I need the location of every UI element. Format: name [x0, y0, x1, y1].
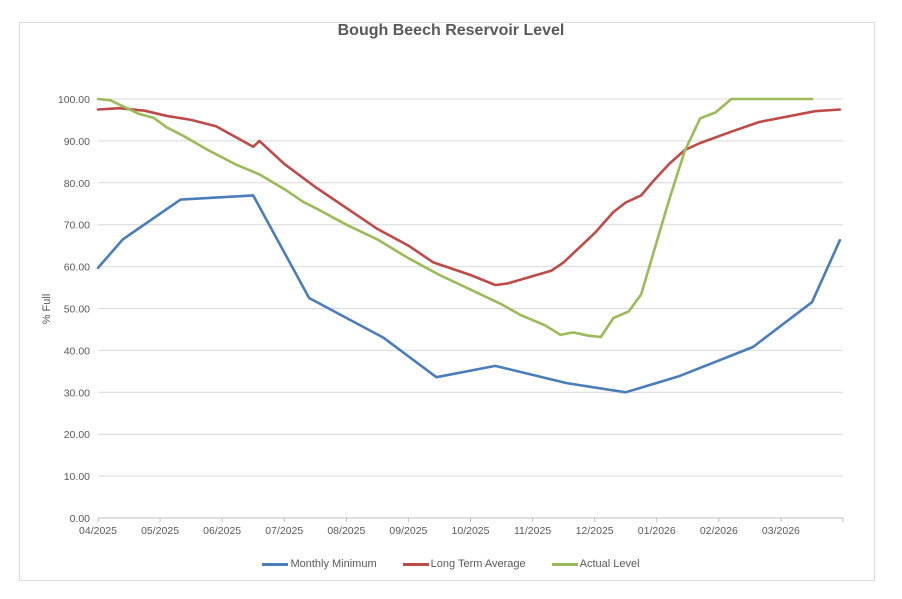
- y-tick-label: 0.00: [70, 513, 91, 525]
- y-tick-label: 20.00: [64, 429, 90, 441]
- x-tick-label: 09/2025: [389, 525, 427, 537]
- legend-label: Actual Level: [579, 558, 640, 570]
- x-tick-label: 05/2025: [141, 525, 179, 537]
- x-axis: 04/2025 05/2025 06/2025 07/2025 08/2025 09/20…: [79, 517, 844, 537]
- y-tick-label: 70.00: [64, 220, 90, 232]
- x-tick-label: 03/2026: [762, 525, 800, 537]
- chart-title: Bough Beech Reservoir Level: [337, 22, 565, 39]
- legend-label: Long Term Average: [430, 558, 526, 570]
- legend-swatch-icon: [262, 562, 289, 566]
- legend-swatch-icon: [551, 562, 578, 566]
- x-tick-label: 12/2025: [576, 525, 614, 537]
- y-tick-label: 90.00: [64, 136, 90, 148]
- x-tick-label: 06/2025: [203, 525, 241, 537]
- y-tick-label: 50.00: [64, 304, 90, 316]
- x-tick-label: 10/2025: [452, 525, 490, 537]
- x-tick-label: 11/2025: [514, 525, 551, 537]
- y-axis-title: % Full: [41, 294, 53, 325]
- x-tick-label: 07/2025: [265, 525, 303, 537]
- data-series: [96, 97, 842, 394]
- y-tick-label: 10.00: [64, 471, 90, 483]
- legend-item: Monthly Minimum: [262, 558, 377, 570]
- x-tick-label: 08/2025: [327, 525, 365, 537]
- series-line: [96, 106, 842, 287]
- legend-item: Actual Level: [551, 558, 640, 570]
- legend: Monthly Minimum Long Term Average Actual L…: [0, 558, 902, 570]
- legend-swatch-icon: [402, 562, 429, 566]
- y-tick-label: 100.00: [58, 94, 90, 106]
- y-tick-label: 30.00: [64, 387, 90, 399]
- y-tick-label: 40.00: [64, 345, 90, 357]
- x-tick-label: 02/2026: [700, 525, 738, 537]
- y-tick-label: 60.00: [64, 262, 90, 274]
- y-axis-tick-labels: 0.00 10.00 20.00 30.00 40.00 50.00 60.00 70.00 8…: [58, 94, 90, 525]
- legend-label: Monthly Minimum: [290, 558, 377, 570]
- y-tick-label: 80.00: [64, 178, 90, 190]
- series-line: [96, 97, 814, 339]
- x-tick-label: 01/2026: [638, 525, 676, 537]
- gridlines: [98, 98, 843, 477]
- series-line: [96, 194, 842, 394]
- x-tick-label: 04/2025: [79, 525, 117, 537]
- legend-item: Long Term Average: [402, 558, 526, 570]
